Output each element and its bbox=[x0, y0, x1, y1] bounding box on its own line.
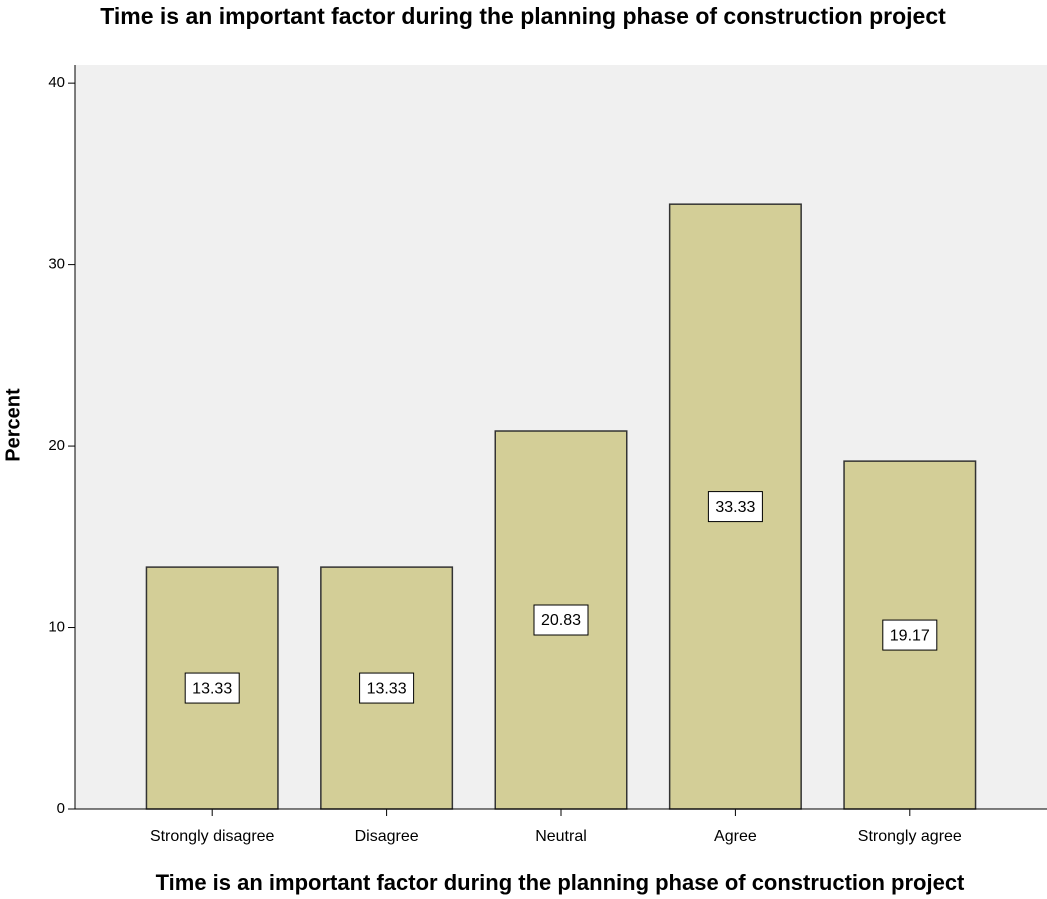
value-label-box bbox=[184, 672, 240, 704]
y-tick-label: 30 bbox=[48, 256, 65, 273]
x-tick-label: Strongly agree bbox=[858, 828, 962, 845]
x-tick-label: Disagree bbox=[355, 828, 419, 845]
value-label-box bbox=[882, 619, 938, 651]
x-tick-label: Strongly disagree bbox=[150, 828, 275, 845]
value-label: 20.83 bbox=[541, 612, 581, 629]
bar bbox=[145, 566, 279, 810]
x-tick-label: Agree bbox=[714, 828, 757, 845]
y-tick-label: 0 bbox=[57, 800, 65, 817]
value-label: 33.33 bbox=[715, 499, 755, 516]
value-label-box bbox=[359, 672, 415, 704]
y-axis-label: Percent bbox=[2, 388, 24, 462]
value-label: 13.33 bbox=[192, 680, 232, 697]
y-tick-label: 40 bbox=[48, 74, 65, 91]
chart-title: Time is an important factor during the p… bbox=[100, 3, 946, 29]
x-axis-label: Time is an important factor during the p… bbox=[156, 870, 965, 895]
value-label: 19.17 bbox=[890, 627, 930, 644]
y-tick-label: 10 bbox=[48, 619, 65, 636]
x-tick-label: Neutral bbox=[535, 828, 587, 845]
value-label: 13.33 bbox=[367, 680, 407, 697]
value-label-box bbox=[533, 604, 589, 636]
value-label-box bbox=[707, 491, 763, 523]
y-tick-label: 20 bbox=[48, 437, 65, 454]
